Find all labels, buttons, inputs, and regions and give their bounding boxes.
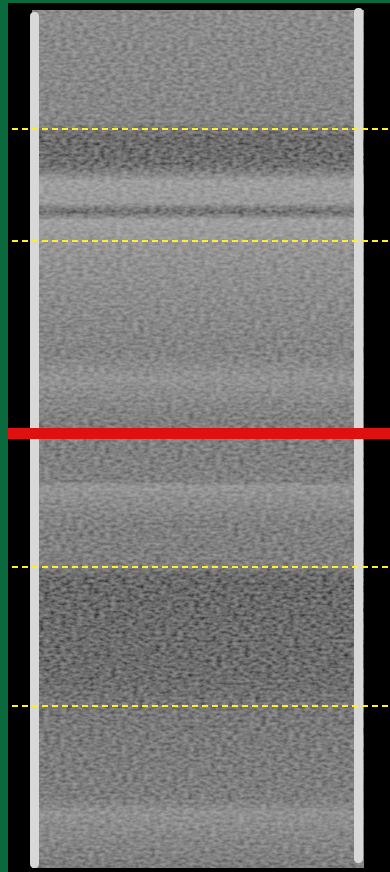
core-scan-view <box>0 0 390 872</box>
core-edge-left <box>30 12 39 868</box>
page <box>0 0 390 872</box>
current-depth-line <box>8 428 390 439</box>
